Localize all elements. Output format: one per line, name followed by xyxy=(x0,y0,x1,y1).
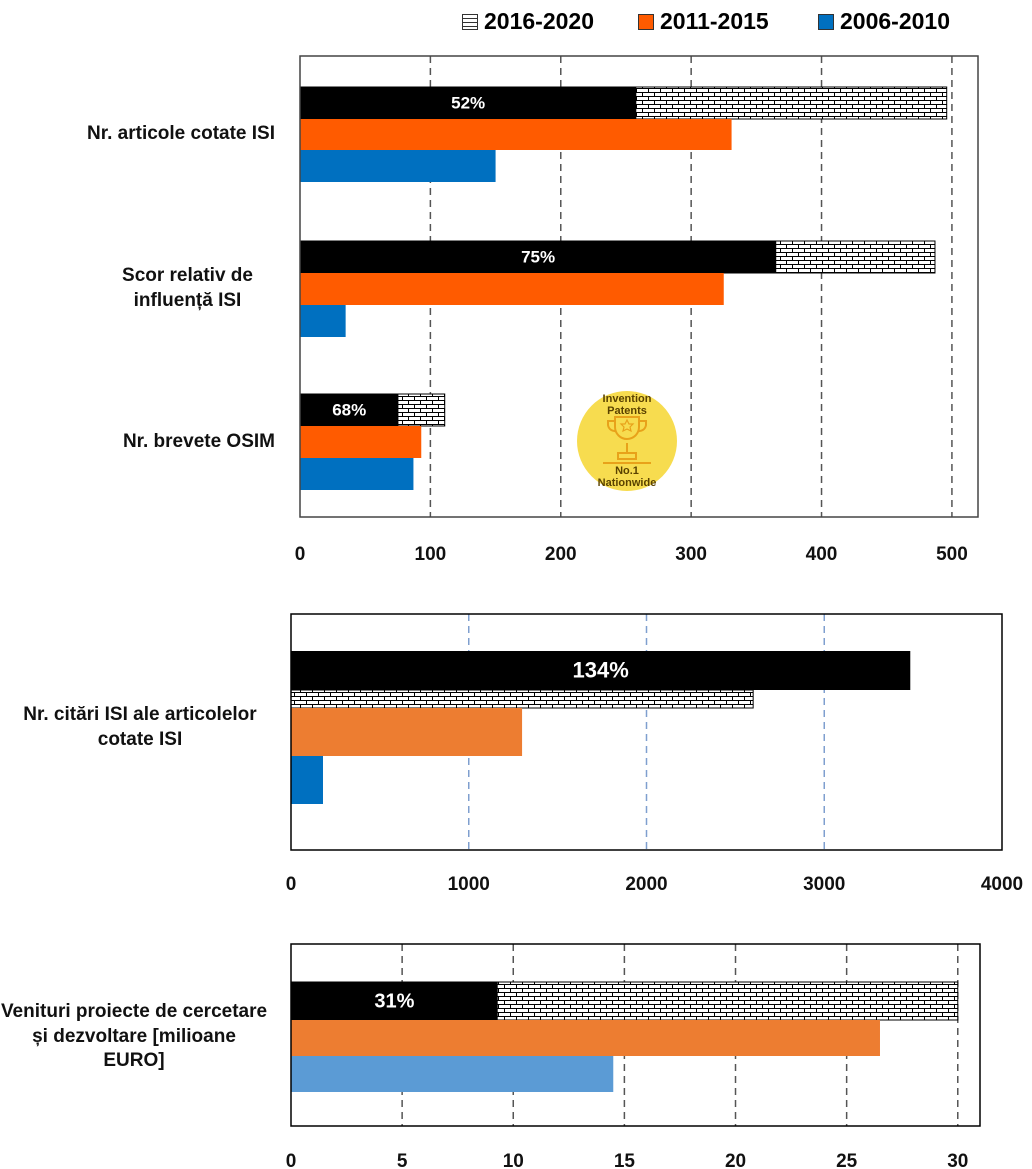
category-text: Nr. citări ISI ale articolelor cotate IS… xyxy=(23,703,257,750)
legend-label: 2016-2020 xyxy=(484,8,594,34)
category-label: Venituri proiecte de cercetare și dezvol… xyxy=(0,977,268,1097)
overlay-bar xyxy=(300,241,777,273)
bar xyxy=(291,756,323,804)
badge-circle xyxy=(577,391,677,491)
x-tick-label: 2000 xyxy=(625,874,667,895)
value-label: 134% xyxy=(572,657,628,682)
plot-frame xyxy=(290,613,1003,851)
x-tick-label: 20 xyxy=(725,1151,746,1169)
value-label: 68% xyxy=(332,400,366,419)
legend-swatch xyxy=(818,13,834,30)
x-tick-label: 0 xyxy=(295,544,306,565)
bar xyxy=(300,150,496,182)
legend-label: 2011-2015 xyxy=(660,8,769,34)
plot-frame xyxy=(299,55,979,518)
bar xyxy=(300,458,414,490)
x-tick-label: 100 xyxy=(415,544,447,565)
bar xyxy=(291,1020,880,1056)
x-tick-label: 15 xyxy=(614,1151,636,1169)
bar xyxy=(290,689,754,709)
value-label: 52% xyxy=(451,93,485,112)
bar xyxy=(300,305,346,337)
overlay-bar xyxy=(291,651,911,690)
trophy-star xyxy=(619,418,635,433)
x-tick-label: 300 xyxy=(675,544,707,565)
legend-swatch xyxy=(462,13,478,30)
x-tick-label: 1000 xyxy=(448,874,490,895)
category-label: Nr. articole cotate ISI xyxy=(0,75,275,195)
legend-swatch xyxy=(638,13,654,30)
x-tick-label: 3000 xyxy=(803,874,845,895)
overlay-bar xyxy=(300,394,399,426)
x-tick-label: 200 xyxy=(545,544,577,565)
category-text: Nr. brevete OSIM xyxy=(122,430,275,452)
plot-frame xyxy=(290,943,981,1127)
value-label: 31% xyxy=(374,990,414,1012)
x-tick-label: 0 xyxy=(286,874,297,895)
category-label: Scor relativ de influență ISI xyxy=(0,229,275,349)
overlay-bar xyxy=(300,87,637,119)
legend-item: 2006-2010 xyxy=(818,8,950,35)
bar xyxy=(300,273,724,305)
legend-label: 2006-2010 xyxy=(840,8,950,34)
category-label: Nr. citări ISI ale articolelor cotate IS… xyxy=(0,668,265,788)
category-label: Nr. brevete OSIM xyxy=(0,382,275,502)
x-tick-label: 10 xyxy=(503,1151,524,1169)
x-tick-label: 4000 xyxy=(981,874,1023,895)
legend-item: 2011-2015 xyxy=(638,8,769,35)
legend-item: 2016-2020 xyxy=(462,8,594,35)
bar xyxy=(300,119,732,150)
badge-text: No.1 xyxy=(615,465,639,477)
badge-text: Patents xyxy=(607,405,647,417)
overlay-bar xyxy=(291,982,498,1020)
x-tick-label: 400 xyxy=(806,544,838,565)
bar xyxy=(291,1056,614,1092)
x-tick-label: 0 xyxy=(286,1151,297,1169)
value-label: 75% xyxy=(521,247,555,266)
x-tick-label: 5 xyxy=(397,1151,408,1169)
trophy-icon xyxy=(607,416,647,460)
x-tick-label: 25 xyxy=(836,1151,858,1169)
category-text: Nr. articole cotate ISI xyxy=(87,123,275,145)
category-text: Venituri proiecte de cercetare și dezvol… xyxy=(0,1000,268,1072)
bar xyxy=(291,708,523,756)
badge-text: Nationwide xyxy=(598,477,657,489)
x-tick-label: 30 xyxy=(947,1151,968,1169)
category-text: Scor relativ de influență ISI xyxy=(122,265,253,311)
badge-text: Invention xyxy=(603,393,652,405)
bar xyxy=(300,426,422,458)
x-tick-label: 500 xyxy=(936,544,968,565)
